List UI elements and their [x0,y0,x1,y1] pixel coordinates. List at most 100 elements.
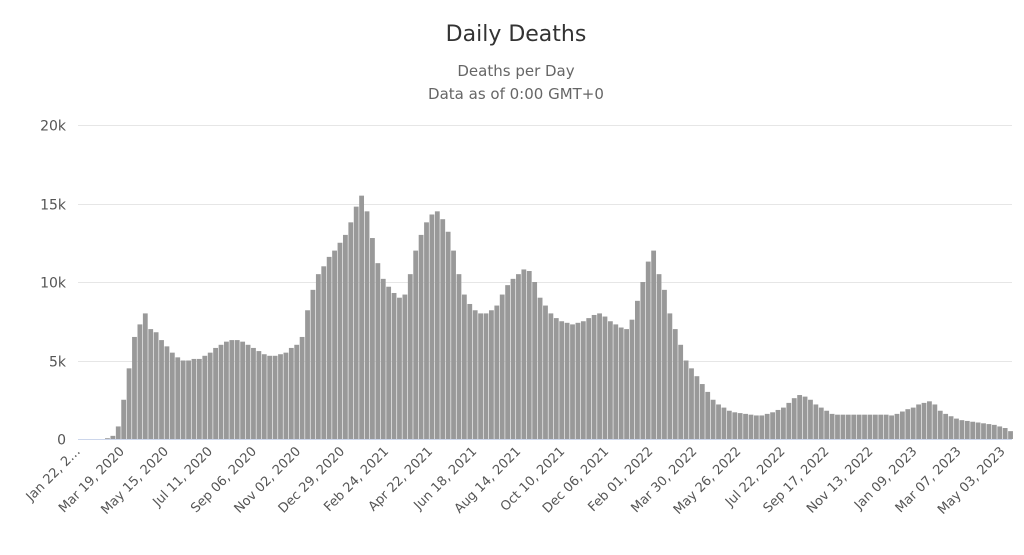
bar [845,414,851,439]
bar [824,410,830,439]
bar [726,410,732,439]
bar [683,360,689,439]
bar [499,294,505,439]
bar [797,395,803,439]
bar [548,313,554,439]
bar [872,414,878,439]
bar [943,413,949,439]
bar [505,285,511,439]
bar [526,271,532,439]
bar [267,355,273,439]
bar [175,357,181,439]
bar [310,289,316,439]
bar [397,297,402,439]
bar [240,341,246,439]
bar [705,391,711,439]
bar [364,211,370,439]
bar [613,324,619,439]
bar [710,399,716,439]
bar [186,360,191,439]
bar [699,384,705,439]
bar [840,414,846,439]
bar [153,332,159,439]
bar [256,351,262,439]
y-tick-label: 5k [49,355,67,371]
bar [196,358,202,439]
bar [662,289,667,439]
bar [748,414,754,439]
bar [126,368,132,439]
bar [927,401,932,439]
bar [883,414,889,439]
bar [164,346,170,439]
bar [932,404,938,439]
bar [342,234,348,439]
bar [169,352,175,439]
bar [954,418,959,439]
bar [180,360,186,439]
bar [537,297,543,439]
bar [543,305,548,439]
bar [624,329,629,439]
bar [456,274,462,439]
bar [348,222,354,439]
bar [413,250,419,439]
bar [386,286,392,439]
bar [261,354,267,439]
bar [889,415,894,439]
bar [770,412,776,439]
bar [294,344,300,439]
bar [629,319,635,439]
bar [380,278,386,439]
bar [272,355,278,439]
bar [607,321,613,439]
bar [808,399,813,439]
y-tick-label: 20k [40,119,67,135]
bar [391,292,397,439]
bar [602,316,608,439]
bar [115,426,121,439]
bar [667,313,673,439]
chart-subtitle: Deaths per Day [457,62,574,80]
bar [981,423,986,439]
bar [488,310,494,439]
bar [1008,431,1013,439]
bar [591,314,597,439]
bar [407,274,413,439]
bar [434,211,440,439]
bar [234,340,240,439]
bar [564,322,570,439]
bar [721,407,727,439]
bar [759,415,765,439]
bar [288,347,294,439]
bar [916,404,922,439]
bar [921,402,927,439]
chart-title: Daily Deaths [446,22,587,47]
bar [142,313,148,439]
bar [986,424,992,439]
bar [461,294,467,439]
bar [370,238,375,439]
bar [353,206,359,439]
bar [937,410,943,439]
bar [359,195,365,439]
bar [829,413,835,439]
bar [894,413,900,439]
bar [159,340,164,439]
bar [775,409,781,439]
bar [332,250,337,439]
bar [835,414,840,439]
bar [445,231,451,439]
bar [997,426,1003,439]
bar [418,234,424,439]
bar [753,415,759,439]
bar [483,313,489,439]
bar-series [105,195,1013,439]
bar [218,344,224,439]
bar [570,324,575,439]
bar [213,347,218,439]
bar [467,303,473,439]
bar [516,274,521,439]
bar [251,347,256,439]
